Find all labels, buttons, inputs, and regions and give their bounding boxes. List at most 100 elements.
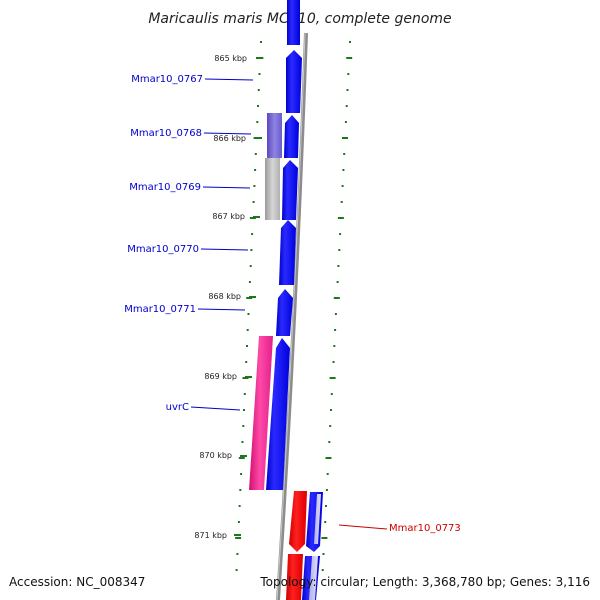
kbp-tick-label: 866 kbp — [213, 134, 246, 143]
scale-tick-minor — [256, 121, 259, 123]
scale-tick-minor — [342, 169, 345, 171]
gene-arrow-mmar10-0771 — [276, 289, 293, 336]
scale-tick-major — [249, 217, 256, 219]
scale-tick-minor — [246, 345, 248, 347]
gene-label-text[interactable]: Mmar10_0769 — [129, 182, 201, 193]
kbp-tick: 869 kbp — [204, 372, 252, 381]
gene-label-text[interactable]: Mmar10_0773 — [389, 523, 461, 534]
forward-strand-features — [249, 0, 302, 490]
gene-label-text[interactable]: uvrC — [166, 402, 189, 413]
kbp-tick-label: 870 kbp — [199, 451, 232, 460]
gene-block-uvrc — [249, 336, 273, 490]
scale-tick-major — [342, 137, 348, 139]
scale-tick-minor — [322, 553, 325, 555]
scale-tick-minor — [329, 425, 332, 427]
gene-label-mmar10-0769[interactable]: Mmar10_0769 — [129, 182, 251, 193]
scale-tick-minor — [333, 345, 336, 347]
gene-label-text[interactable]: Mmar10_0767 — [131, 74, 203, 85]
scale-tick-minor — [243, 409, 245, 411]
reverse-strand-features — [286, 491, 323, 600]
scale-tick-minor — [349, 41, 351, 43]
cds-arrow-top — [287, 0, 300, 45]
scale-tick-minor — [325, 489, 328, 491]
gene-label-leader — [338, 524, 388, 530]
outer-tick-dots — [235, 41, 264, 571]
accession-text: Accession: NC_008347 — [9, 575, 146, 589]
scale-tick-minor — [339, 233, 342, 235]
gene-label-mmar10-0773[interactable]: Mmar10_0773 — [338, 523, 461, 534]
gene-arrow-mmar10-0773 — [289, 491, 307, 552]
scale-tick-minor — [324, 521, 327, 523]
genome-summary-text: Topology: circular; Length: 3,368,780 bp… — [260, 575, 590, 589]
scale-tick-major — [346, 57, 353, 59]
gene-label-text[interactable]: Mmar10_0768 — [130, 128, 202, 139]
scale-tick-major — [321, 537, 328, 539]
scale-tick-minor — [344, 121, 347, 123]
gene-label-leader — [202, 186, 251, 189]
scale-tick-minor — [249, 265, 252, 267]
scale-tick-minor — [240, 473, 243, 475]
scale-tick-minor — [246, 329, 249, 331]
kbp-tick-label: 867 kbp — [212, 212, 245, 221]
kbp-tick: 870 kbp — [199, 451, 247, 460]
scale-tick-minor — [248, 281, 251, 283]
gene-label-leader — [190, 406, 241, 411]
scale-tick-minor — [257, 105, 259, 107]
gene-label-leader — [203, 132, 252, 135]
gene-arrow-mmar10-0768 — [284, 115, 299, 158]
gene-label-mmar10-0767[interactable]: Mmar10_0767 — [131, 74, 254, 85]
scale-tick-minor — [242, 425, 245, 427]
scale-tick-minor — [341, 185, 344, 187]
trna-block-mmar10-0769 — [265, 158, 280, 220]
scale-tick-minor — [346, 89, 349, 91]
gene-label-text[interactable]: Mmar10_0771 — [124, 304, 196, 315]
scale-tick-minor — [253, 185, 256, 187]
scale-tick-minor — [340, 201, 343, 203]
gene-label-mmar10-0770[interactable]: Mmar10_0770 — [127, 244, 249, 255]
gene-label-mmar10-0768[interactable]: Mmar10_0768 — [130, 128, 252, 139]
gene-arrow-mmar10-0767 — [286, 50, 302, 113]
scale-tick-minor — [260, 41, 262, 43]
inner-tick-dots — [321, 41, 353, 571]
scale-tick-minor — [245, 361, 248, 363]
cds-stripe-bottom — [309, 556, 318, 600]
gene-label-text[interactable]: Mmar10_0770 — [127, 244, 199, 255]
kbp-tick: 867 kbp — [212, 212, 260, 221]
scale-tick-minor — [250, 249, 253, 251]
scale-tick-major — [337, 217, 344, 219]
scale-tick-minor — [345, 105, 348, 107]
scale-tick-minor — [247, 313, 250, 315]
gene-stripe-reverse — [314, 494, 321, 544]
gene-label-mmar10-0771[interactable]: Mmar10_0771 — [124, 304, 246, 315]
scale-tick-minor — [330, 393, 333, 395]
scale-tick-major — [329, 377, 336, 379]
scale-tick-minor — [238, 505, 241, 507]
scale-tick-minor — [257, 89, 260, 91]
gene-labels: Mmar10_0767 Mmar10_0768 Mmar10_0769 Mmar… — [124, 74, 461, 534]
gene-label-uvrc[interactable]: uvrC — [166, 402, 241, 413]
kbp-tick-label: 865 kbp — [214, 54, 247, 63]
scale-tick-minor — [237, 521, 240, 523]
scale-tick-minor — [334, 329, 337, 331]
pseudo-block-mmar10-0768 — [267, 113, 282, 158]
kbp-tick: 871 kbp — [194, 531, 241, 540]
scale-tick-minor — [328, 441, 331, 443]
scale-tick-minor — [252, 201, 255, 203]
gene-arrow-uvrc — [266, 338, 290, 490]
scale-tick-minor — [251, 233, 254, 235]
scale-tick-major — [238, 457, 245, 459]
scale-tick-minor — [336, 281, 339, 283]
cds-arrow-bottom-red — [286, 554, 303, 600]
scale-tick-minor — [258, 73, 261, 75]
scale-tick-major — [235, 537, 242, 539]
scale-tick-minor — [343, 153, 346, 155]
scale-tick-minor — [235, 569, 238, 571]
scale-tick-minor — [338, 249, 341, 251]
kbp-tick-label: 869 kbp — [204, 372, 237, 381]
scale-tick-minor — [326, 473, 329, 475]
genome-backbone-highlight — [276, 32, 306, 600]
scale-tick-minor — [236, 553, 239, 555]
scale-tick-minor — [243, 393, 246, 395]
scale-tick-minor — [254, 153, 257, 155]
